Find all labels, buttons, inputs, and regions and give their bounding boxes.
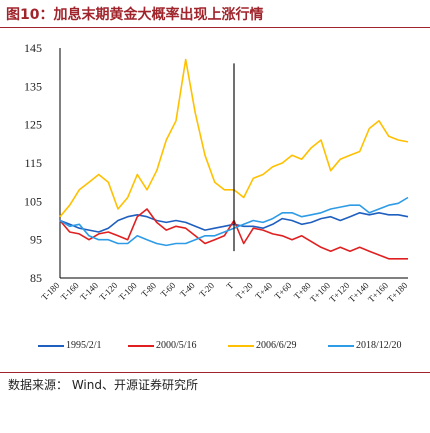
figure-source: 数据来源： Wind、开源证券研究所: [8, 378, 198, 392]
legend-swatch: [128, 344, 154, 347]
chart-axes: [59, 48, 408, 279]
figure-header: 图10：加息末期黄金大概率出现上涨行情: [0, 0, 430, 28]
x-tick-label: T-180: [39, 280, 61, 302]
y-tick-label: 85: [30, 271, 42, 285]
legend-swatch: [328, 344, 354, 347]
x-tick-label: T-160: [59, 280, 81, 302]
x-tick-label: T+100: [308, 280, 332, 304]
x-tick-label: T-120: [97, 280, 119, 302]
legend-entry: 2000/5/16: [128, 340, 197, 351]
source-divider: [0, 372, 430, 373]
chart-legend: 1995/2/1 2000/5/16 2006/6/29 2018/12/20: [0, 340, 430, 356]
x-tick-label: T-100: [117, 280, 139, 302]
legend-label: 2006/6/29: [256, 340, 297, 351]
y-tick-label: 125: [24, 118, 42, 132]
x-tick-label: T+120: [327, 280, 351, 304]
x-tick-label: T-40: [178, 280, 197, 299]
x-tick-label: T+20: [234, 280, 255, 301]
chart-series: [59, 58, 409, 260]
legend-label: 1995/2/1: [66, 340, 102, 351]
figure-title: 图10：加息末期黄金大概率出现上涨行情: [6, 7, 264, 23]
legend-swatch: [38, 344, 64, 347]
x-tick-label: T+180: [385, 280, 409, 304]
x-tick-label: T+140: [347, 280, 371, 304]
legend-label: 2018/12/20: [356, 340, 402, 351]
title-divider: [0, 27, 430, 28]
x-tick-label: T-140: [78, 280, 100, 302]
y-tick-label: 95: [30, 233, 42, 247]
x-tick-label: T+160: [366, 280, 390, 304]
x-tick-label: T+40: [253, 280, 274, 301]
y-tick-labels: 85 95 105 115 125 135 145: [24, 41, 42, 285]
x-tick-label: T+60: [272, 280, 293, 301]
legend-entry: 1995/2/1: [38, 340, 102, 351]
x-tick-label: T: [224, 280, 235, 291]
x-tick-label: T-20: [197, 280, 216, 299]
y-tick-label: 115: [24, 156, 42, 170]
legend-swatch: [228, 344, 254, 347]
x-tick-label: T-60: [159, 280, 178, 299]
legend-entry: 2018/12/20: [328, 340, 402, 351]
y-tick-label: 145: [24, 41, 42, 55]
y-tick-label: 135: [24, 79, 42, 93]
x-tick-label: T-80: [139, 280, 158, 299]
legend-entry: 2006/6/29: [228, 340, 297, 351]
y-tick-label: 105: [24, 194, 42, 208]
legend-label: 2000/5/16: [156, 340, 197, 351]
